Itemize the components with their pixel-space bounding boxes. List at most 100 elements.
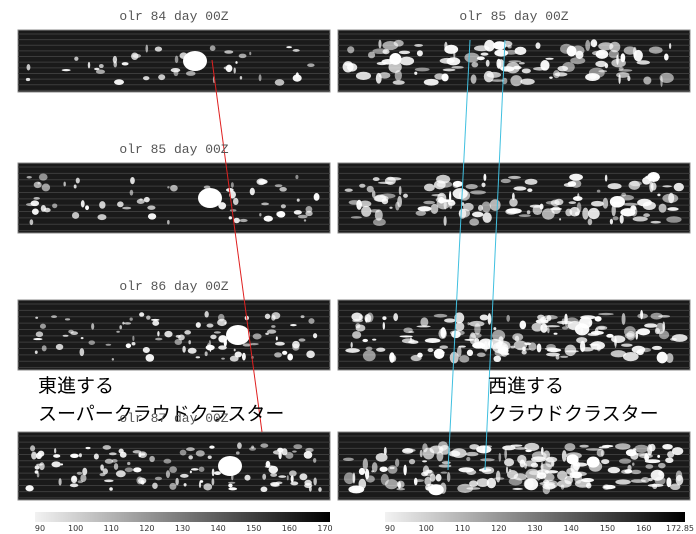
cloud [519, 62, 525, 64]
cloud [301, 315, 305, 318]
cloud [242, 353, 246, 361]
cloud [151, 319, 160, 321]
cloud [466, 457, 470, 461]
cloud [535, 42, 540, 49]
cloud [239, 219, 247, 222]
cloud [196, 356, 200, 358]
cloud [59, 478, 62, 485]
cloud [209, 446, 214, 449]
cloud [42, 345, 47, 351]
cloud [141, 480, 145, 484]
cloud [513, 66, 521, 70]
cloud [596, 50, 609, 59]
cloud [449, 191, 451, 202]
cloud [231, 182, 234, 188]
cloud [502, 445, 515, 450]
cloud [463, 203, 474, 211]
cloud [27, 64, 31, 70]
cloud [649, 47, 663, 54]
cloud [188, 455, 193, 459]
colorbar-label: 170 [317, 524, 332, 533]
cloud [210, 45, 216, 51]
cloud [117, 201, 124, 207]
cloud [356, 325, 366, 332]
cloud [345, 188, 353, 191]
cloud [444, 42, 447, 50]
cloud [459, 355, 469, 362]
cloud [506, 466, 508, 473]
cloud [449, 451, 461, 457]
cloud [129, 317, 132, 320]
cloud [531, 463, 538, 468]
cloud [68, 330, 74, 334]
cloud [541, 462, 544, 473]
cloud [130, 177, 135, 184]
cloud [35, 351, 38, 354]
cloud [393, 80, 405, 85]
cloud [414, 44, 423, 47]
cloud [157, 331, 159, 336]
cloud [105, 344, 111, 346]
cloud [559, 218, 561, 220]
cloud [275, 184, 283, 187]
cloud [294, 210, 302, 215]
cloud [313, 333, 317, 338]
cloud [81, 200, 85, 207]
cloud [145, 45, 148, 53]
cloud [609, 50, 619, 59]
cloud [383, 322, 385, 330]
cloud [562, 450, 567, 462]
cloud [77, 472, 82, 475]
cloud [652, 346, 662, 350]
cloud [85, 205, 89, 210]
cloud [657, 455, 660, 458]
cloud [309, 486, 312, 492]
cloud [441, 74, 448, 82]
cloud [471, 74, 477, 83]
cloud [397, 196, 402, 208]
cloud [184, 330, 191, 334]
cloud [218, 314, 225, 322]
cloud [637, 328, 650, 335]
cloud [674, 183, 684, 191]
cloud [443, 68, 456, 71]
cloud [436, 451, 443, 461]
cloud [91, 323, 94, 330]
cloud [267, 329, 276, 333]
cloud [482, 201, 491, 212]
panel-title: olr 84 day 00Z [119, 9, 228, 24]
cloud [226, 65, 233, 72]
cloud [214, 331, 221, 333]
cloud [144, 197, 150, 202]
cloud [81, 337, 84, 339]
cloud [557, 480, 571, 488]
cloud [458, 467, 474, 472]
cloud [175, 56, 179, 63]
cloud [33, 338, 42, 340]
cloud [382, 316, 386, 320]
cloud [424, 184, 435, 192]
cloud [167, 220, 170, 224]
cloud [466, 452, 479, 456]
cloud [100, 473, 106, 476]
cloud [637, 199, 652, 207]
cloud [422, 460, 427, 462]
cloud [35, 465, 40, 469]
cloud [114, 463, 118, 470]
cloud [650, 221, 661, 224]
cloud [566, 468, 575, 475]
cloud [546, 344, 556, 350]
cloud [483, 212, 492, 223]
cloud [155, 47, 162, 52]
cloud [471, 333, 482, 338]
cloud [368, 52, 375, 59]
cloud [596, 326, 607, 330]
cloud [464, 339, 474, 341]
cloud [359, 468, 365, 475]
cloud [439, 464, 452, 467]
cloud [545, 470, 559, 473]
cloud [139, 312, 144, 317]
cloud [602, 445, 613, 447]
cloud [249, 52, 251, 55]
cloud [621, 344, 633, 347]
